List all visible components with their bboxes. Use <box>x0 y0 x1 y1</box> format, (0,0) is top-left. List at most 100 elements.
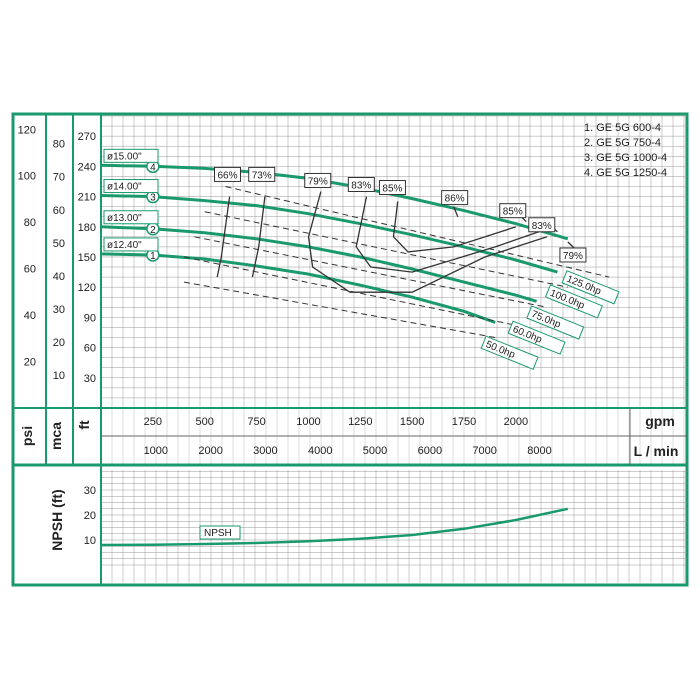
gpm-axis-label: gpm <box>645 413 675 429</box>
gpm-tick-label: 750 <box>247 416 265 428</box>
efficiency-label-box <box>441 190 469 206</box>
lmin-tick-label: 2000 <box>198 445 222 457</box>
npsh-tick-label: 30 <box>84 485 96 497</box>
efficiency-label: 79% <box>563 251 583 262</box>
diameter-label: ø13.00" <box>107 213 142 224</box>
npsh-tick-label: 10 <box>84 535 96 547</box>
psi-tick-label: 60 <box>24 264 36 276</box>
ft-axis-label: ft <box>76 420 92 430</box>
psi-tick-label: 120 <box>18 124 36 136</box>
efficiency-line <box>251 196 266 278</box>
ft-tick-label: 270 <box>78 131 96 143</box>
efficiency-label: 85% <box>503 207 523 218</box>
pump-curve <box>100 225 538 303</box>
npsh-tick-label: 20 <box>84 510 96 522</box>
efficiency-label-box <box>559 247 587 263</box>
power-line <box>204 211 568 288</box>
lmin-tick-label: 5000 <box>363 445 387 457</box>
power-label-box <box>561 270 620 305</box>
psi-tick-label: 20 <box>24 357 36 369</box>
diameter-label-box <box>103 148 159 163</box>
efficiency-label: 85% <box>382 184 402 195</box>
npsh-label: NPSH <box>204 528 232 539</box>
power-label-box <box>544 284 603 319</box>
power-line <box>183 281 496 338</box>
pump-curve <box>100 194 558 274</box>
efficiency-line <box>355 196 554 273</box>
mca-tick-label: 50 <box>53 238 65 250</box>
efficiency-label: 86% <box>445 194 465 205</box>
curve-marker-label: 2 <box>150 225 156 236</box>
efficiency-line <box>392 201 517 253</box>
mca-tick-label: 70 <box>53 172 65 184</box>
gpm-tick-label: 250 <box>144 416 162 428</box>
gpm-tick-label: 1750 <box>452 416 476 428</box>
ft-tick-label: 90 <box>84 312 96 324</box>
ft-tick-label: 30 <box>84 373 96 385</box>
mca-tick-label: 40 <box>53 271 65 283</box>
psi-tick-label: 40 <box>24 310 36 322</box>
ft-tick-label: 120 <box>78 282 96 294</box>
curve-marker-label: 3 <box>150 193 156 204</box>
lmin-axis-label: L / min <box>634 443 679 459</box>
lmin-tick-label: 1000 <box>144 445 168 457</box>
legend-entry: 4. GE 5G 1250-4 <box>584 167 667 179</box>
lmin-tick-label: 7000 <box>472 445 496 457</box>
efficiency-label-box <box>248 166 276 182</box>
mca-tick-label: 80 <box>53 139 65 151</box>
ft-tick-label: 180 <box>78 222 96 234</box>
efficiency-label: 83% <box>351 180 371 191</box>
power-line <box>225 186 610 278</box>
diameter-label: ø14.00" <box>107 182 142 193</box>
lmin-tick-label: 8000 <box>527 445 551 457</box>
diameter-label-box <box>103 179 159 194</box>
ft-tick-label: 150 <box>78 252 96 264</box>
mca-tick-label: 60 <box>53 205 65 217</box>
efficiency-line <box>307 191 548 293</box>
curve-marker-label: 4 <box>150 162 156 173</box>
mca-axis-label: mca <box>48 422 64 450</box>
efficiency-label-box <box>378 180 406 196</box>
curves <box>100 163 610 547</box>
legend-entry: 3. GE 5G 1000-4 <box>584 152 667 164</box>
gpm-tick-label: 1000 <box>296 416 320 428</box>
psi-axis-label: psi <box>19 426 35 446</box>
lmin-tick-label: 6000 <box>418 445 442 457</box>
psi-tick-label: 100 <box>18 171 36 183</box>
lmin-tick-label: 4000 <box>308 445 332 457</box>
power-label-box <box>480 335 539 370</box>
diameter-label-box <box>103 210 159 225</box>
axes: 3060901201501802102402701020304050607080… <box>13 114 687 585</box>
gpm-tick-label: 500 <box>196 416 214 428</box>
efficiency-label: 79% <box>308 176 328 187</box>
diameter-label-box <box>103 237 159 252</box>
mca-tick-label: 10 <box>53 370 65 382</box>
efficiency-label: 73% <box>252 170 272 181</box>
legend-entry: 1. GE 5G 600-4 <box>584 122 661 134</box>
efficiency-label-box <box>347 176 375 192</box>
power-label-box <box>526 305 585 340</box>
npsh-label-box <box>199 525 241 540</box>
efficiency-line <box>453 206 459 217</box>
diameter-label: ø12.40" <box>107 240 142 251</box>
psi-tick-label: 80 <box>24 217 36 229</box>
labels: 1. GE 5G 600-4 2. GE 5G 750-4 3. GE 5G 100… <box>103 122 667 540</box>
efficiency-label-box <box>528 217 556 233</box>
gpm-tick-label: 1500 <box>400 416 424 428</box>
ft-tick-label: 210 <box>78 192 96 204</box>
ft-tick-label: 60 <box>84 343 96 355</box>
efficiency-label-box <box>304 172 332 188</box>
gpm-tick-label: 1250 <box>348 416 372 428</box>
pump-curve <box>100 163 569 241</box>
mca-tick-label: 30 <box>53 304 65 316</box>
efficiency-label: 66% <box>218 170 238 181</box>
lmin-tick-label: 3000 <box>253 445 277 457</box>
diameter-label: ø15.00" <box>107 151 142 162</box>
pump-curve <box>100 252 496 324</box>
power-label-box <box>507 320 566 355</box>
gpm-tick-label: 2000 <box>504 416 528 428</box>
curve-marker-label: 1 <box>150 251 156 262</box>
npsh-curve <box>100 507 569 547</box>
efficiency-label-box <box>499 203 527 219</box>
